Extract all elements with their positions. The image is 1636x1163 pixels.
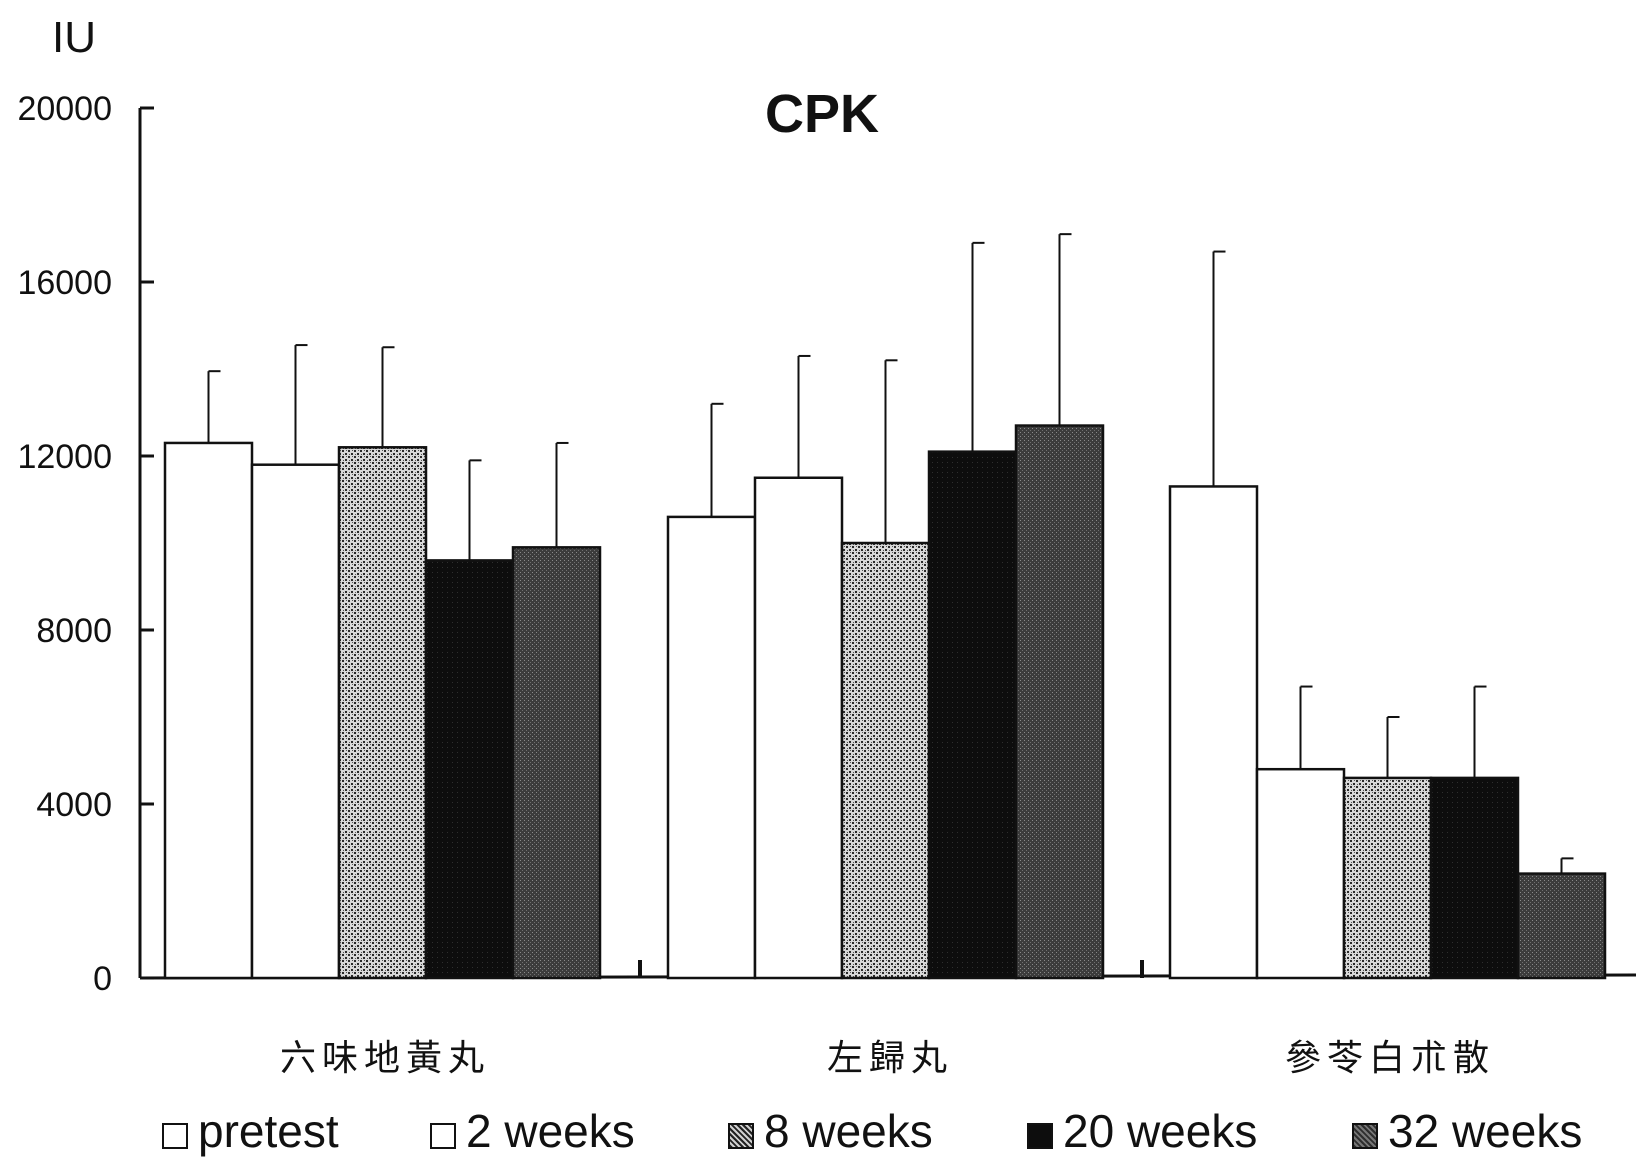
y-tick-label: 20000 bbox=[17, 90, 112, 128]
y-tick-label: 4000 bbox=[36, 786, 112, 824]
legend-swatch bbox=[728, 1122, 754, 1149]
bar-pretest-2 bbox=[666, 515, 757, 980]
bar-32-weeks-3 bbox=[1516, 872, 1607, 980]
y-tick-label: 8000 bbox=[36, 612, 112, 650]
y-tick-label: 0 bbox=[93, 960, 112, 998]
bar-pretest-3 bbox=[1168, 485, 1259, 980]
legend-item-20-weeks: 20 weeks bbox=[1027, 1098, 1257, 1163]
legend-swatch bbox=[1352, 1122, 1378, 1149]
bar-32-weeks-2 bbox=[1014, 424, 1105, 980]
bar-32-weeks-1 bbox=[511, 546, 602, 980]
legend-item-32-weeks: 32 weeks bbox=[1352, 1098, 1582, 1163]
chart-title: CPK bbox=[765, 84, 879, 144]
category-label: 參苓白朮散 bbox=[1285, 1038, 1495, 1079]
bar-20-weeks-3 bbox=[1429, 776, 1520, 980]
legend-label: 2 weeks bbox=[466, 1104, 635, 1157]
bar-pretest-1 bbox=[163, 441, 254, 980]
legend-label: 32 weeks bbox=[1388, 1104, 1583, 1157]
legend-label: 8 weeks bbox=[764, 1104, 933, 1157]
y-tick-label: 16000 bbox=[17, 264, 112, 302]
legend-swatch bbox=[1027, 1122, 1053, 1149]
bar-20-weeks-2 bbox=[927, 450, 1018, 980]
legend-label: 20 weeks bbox=[1063, 1104, 1258, 1157]
bar-2-weeks-2 bbox=[753, 476, 844, 980]
legend-swatch bbox=[162, 1122, 188, 1149]
legend: pretest 2 weeks 8 weeks 20 weeks 32 weeks bbox=[0, 1098, 1636, 1163]
bar-8-weeks-3 bbox=[1342, 776, 1433, 980]
legend-label: pretest bbox=[198, 1104, 339, 1157]
bar-2-weeks-1 bbox=[250, 463, 341, 980]
legend-item-pretest: pretest bbox=[162, 1098, 339, 1163]
category-label: 左歸丸 bbox=[827, 1038, 953, 1079]
legend-item-2-weeks: 2 weeks bbox=[430, 1098, 635, 1163]
y-axis-unit-label: IU bbox=[52, 13, 96, 62]
legend-item-8-weeks: 8 weeks bbox=[728, 1098, 933, 1163]
bar-8-weeks-1 bbox=[337, 446, 428, 980]
legend-swatch bbox=[430, 1122, 456, 1149]
y-tick-label: 12000 bbox=[17, 438, 112, 476]
bar-8-weeks-2 bbox=[840, 541, 931, 980]
bar-2-weeks-3 bbox=[1255, 767, 1346, 980]
bar-20-weeks-1 bbox=[424, 559, 515, 980]
cpk-chart: IU CPK 0 4000 8000 12000 16000 20000 六味地黃丸 左歸丸… bbox=[17, 13, 1636, 1079]
category-label: 六味地黃丸 bbox=[280, 1038, 490, 1079]
